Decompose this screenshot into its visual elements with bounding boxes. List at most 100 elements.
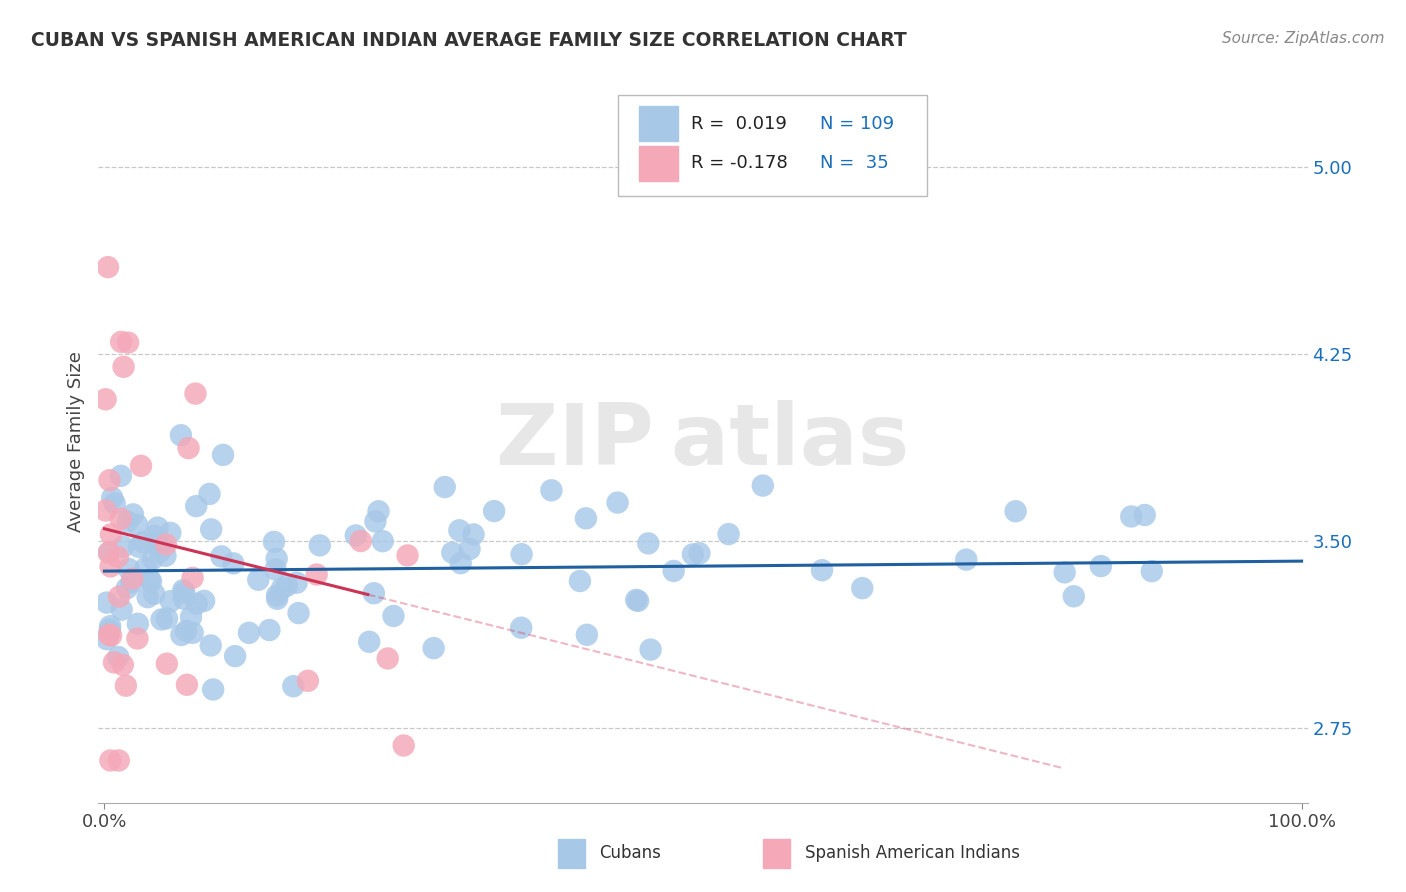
Point [160, 594, 183, 608]
Text: R =  0.019: R = 0.019 [690, 115, 787, 133]
Point [359, 634, 381, 648]
Point [96, 596, 118, 610]
Point [97, 260, 120, 274]
Point [367, 504, 389, 518]
Point [100, 754, 122, 768]
Point [139, 574, 162, 589]
Point [104, 496, 127, 510]
Point [308, 538, 330, 552]
Bar [638, 106, 678, 141]
Point [129, 458, 152, 473]
Point [811, 563, 834, 577]
Text: Spanish American Indians: Spanish American Indians [804, 845, 1019, 863]
Point [377, 651, 399, 665]
Point [266, 591, 288, 606]
Point [287, 606, 309, 620]
Bar [558, 838, 585, 868]
Point [118, 562, 141, 576]
Point [640, 642, 662, 657]
Point [606, 495, 628, 509]
Point [121, 575, 143, 590]
Point [627, 594, 650, 608]
Point [624, 593, 647, 607]
Point [510, 621, 533, 635]
Point [117, 515, 139, 529]
Point [568, 574, 591, 588]
Point [283, 679, 305, 693]
Point [363, 586, 385, 600]
Point [1121, 509, 1143, 524]
Point [146, 536, 169, 550]
Point [186, 597, 208, 611]
Point [396, 549, 419, 563]
Point [184, 386, 207, 401]
Point [143, 529, 166, 543]
Text: N = 109: N = 109 [820, 115, 894, 133]
Point [263, 534, 285, 549]
Point [174, 624, 197, 638]
Point [155, 537, 177, 551]
Text: ZIP atlas: ZIP atlas [496, 400, 910, 483]
Point [121, 572, 143, 586]
Point [111, 603, 134, 617]
Point [170, 628, 193, 642]
Point [101, 491, 124, 505]
Point [107, 549, 129, 564]
Point [186, 499, 208, 513]
Point [98, 619, 121, 633]
Point [575, 628, 598, 642]
Point [159, 525, 181, 540]
Point [851, 581, 873, 595]
Point [449, 523, 471, 537]
Point [132, 535, 155, 549]
Point [264, 562, 287, 576]
Point [143, 587, 166, 601]
Point [110, 334, 132, 349]
Point [110, 512, 132, 526]
Point [212, 448, 235, 462]
Point [1140, 564, 1163, 578]
Point [463, 527, 485, 541]
Point [193, 594, 215, 608]
Point [96, 632, 118, 647]
FancyBboxPatch shape [619, 95, 927, 196]
Point [98, 545, 121, 559]
Point [112, 540, 135, 554]
Point [297, 673, 319, 688]
Point [172, 583, 194, 598]
Point [350, 534, 373, 549]
Point [540, 483, 562, 498]
Point [122, 508, 145, 522]
Point [94, 503, 117, 517]
Point [111, 657, 134, 672]
Point [682, 547, 704, 561]
Point [482, 504, 505, 518]
Point [156, 657, 179, 671]
Point [458, 542, 481, 557]
Point [100, 527, 122, 541]
Point [94, 392, 117, 407]
Point [305, 567, 328, 582]
Point [198, 487, 221, 501]
Point [110, 468, 132, 483]
Bar [763, 838, 790, 868]
Point [382, 609, 405, 624]
Point [344, 528, 367, 542]
Point [181, 625, 204, 640]
Point [247, 573, 270, 587]
Point [100, 629, 122, 643]
Point [173, 585, 195, 599]
Point [224, 649, 246, 664]
Y-axis label: Average Family Size: Average Family Size [67, 351, 86, 532]
Point [200, 522, 222, 536]
Text: N =  35: N = 35 [820, 154, 889, 172]
Point [1053, 566, 1076, 580]
Point [276, 579, 298, 593]
Point [575, 511, 598, 525]
Point [259, 623, 281, 637]
Point [422, 641, 444, 656]
Point [222, 557, 245, 571]
Point [100, 559, 122, 574]
Point [115, 679, 138, 693]
Point [1133, 508, 1156, 522]
